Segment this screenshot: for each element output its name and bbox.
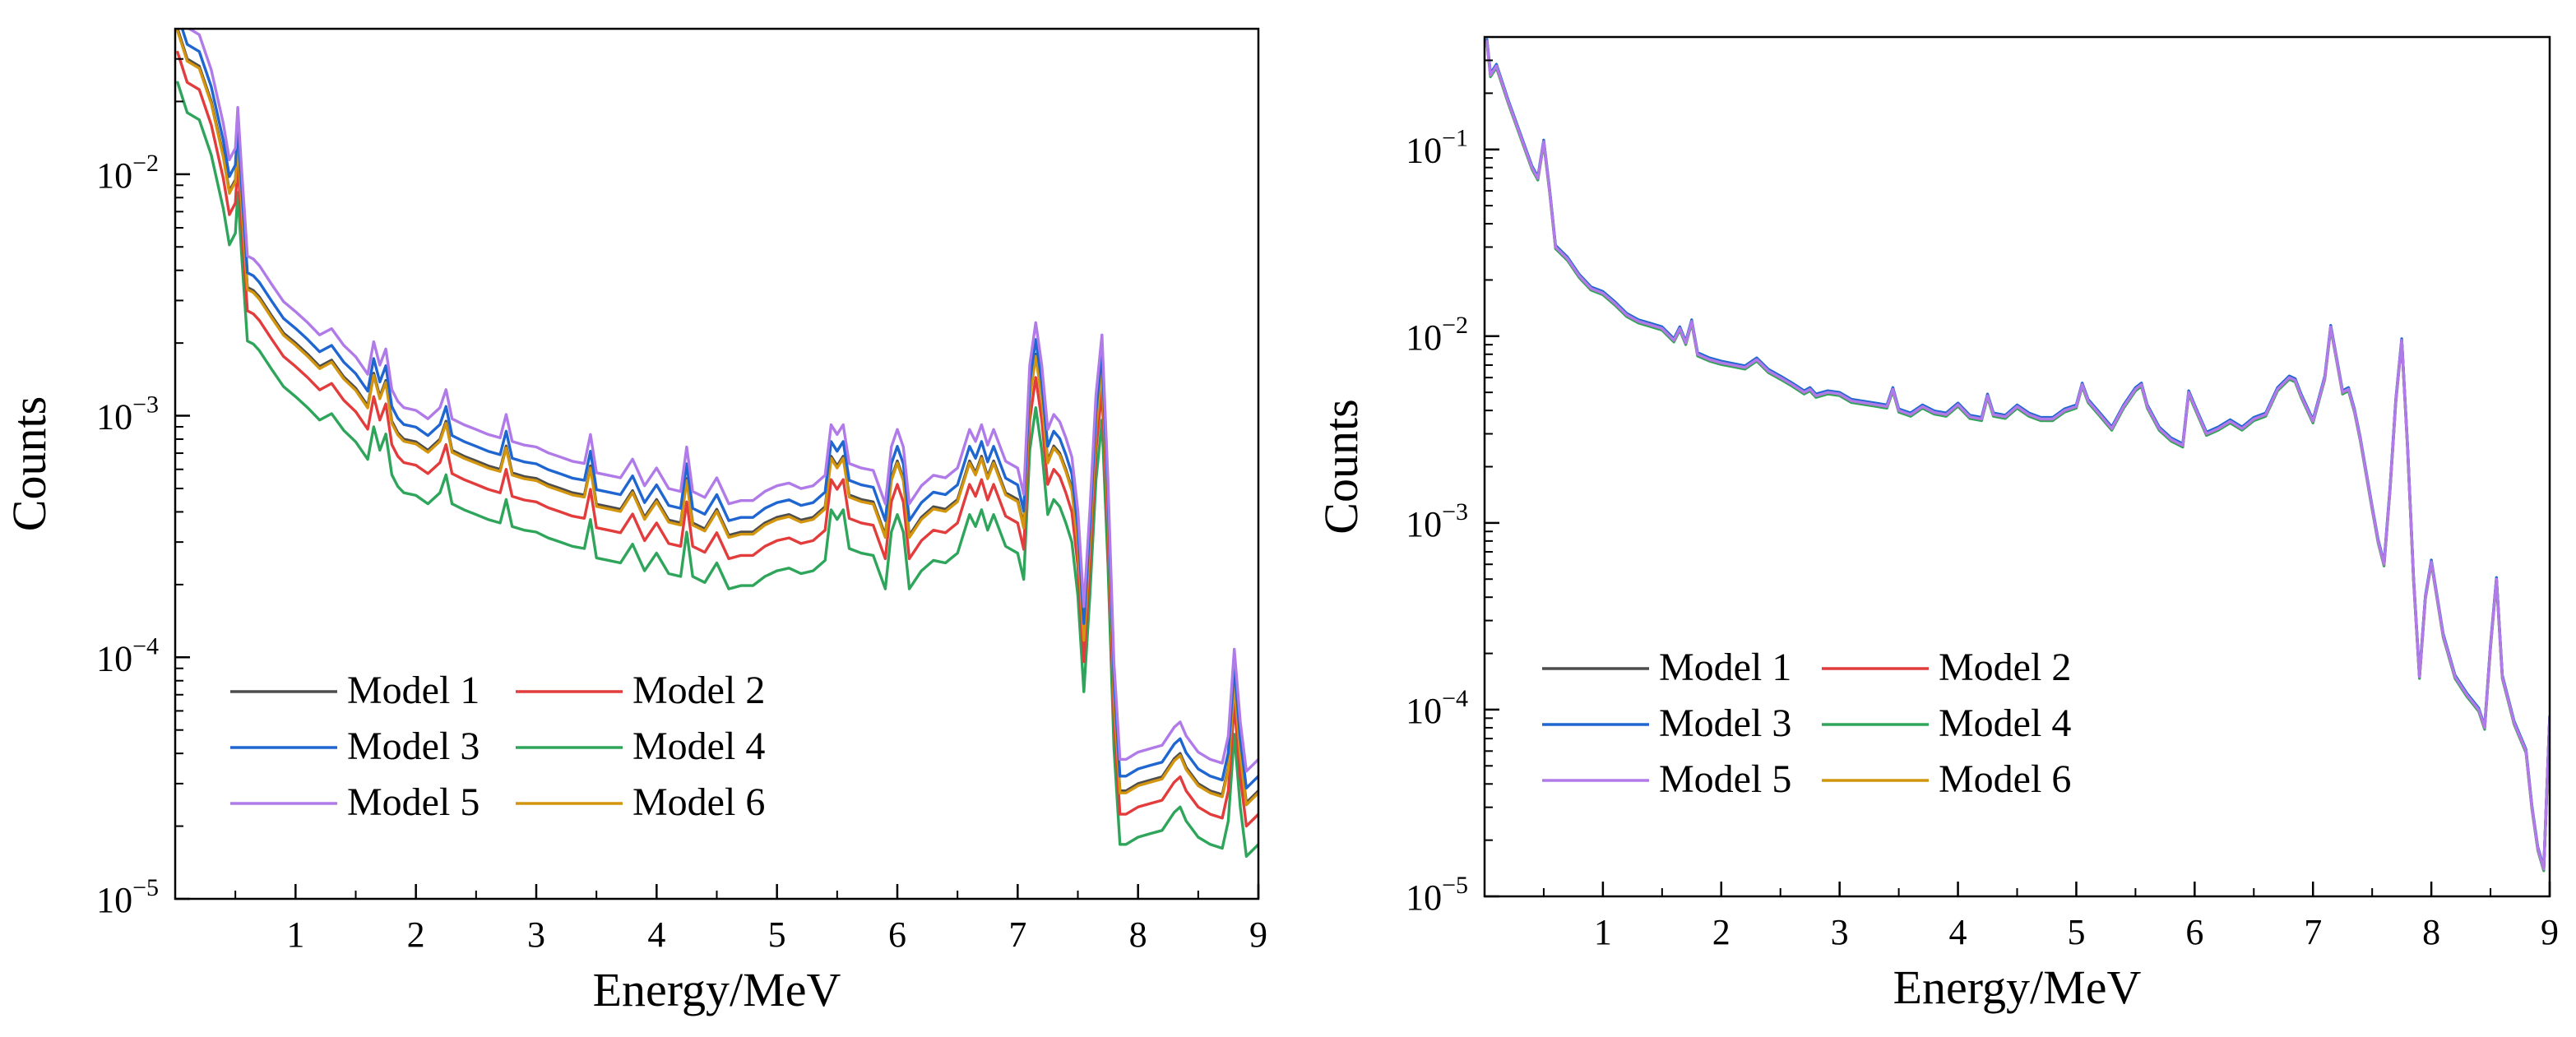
y-tick-label: 10−2 bbox=[96, 150, 159, 196]
x-tick-label: 5 bbox=[768, 914, 786, 955]
x-tick-label: 6 bbox=[888, 914, 906, 955]
x-tick-label: 1 bbox=[1594, 912, 1612, 952]
y-axis-title: Counts bbox=[1314, 399, 1368, 534]
series-lines bbox=[176, 29, 1258, 858]
series-line-model-4 bbox=[1485, 41, 2550, 873]
legend-label: Model 3 bbox=[1659, 701, 1791, 745]
series-line-model-4 bbox=[176, 81, 1258, 858]
right-chart-panel: 1 2 3 4 5 6 7 8 9 10−5 10−4 10−3 10−2 10−1 Energy/MeV C… bbox=[1314, 35, 2559, 1014]
x-tick-label: 8 bbox=[1129, 914, 1147, 955]
legend-label: Model 6 bbox=[1939, 757, 2071, 801]
x-tick-label: 7 bbox=[1008, 914, 1026, 955]
legend-label: Model 4 bbox=[1939, 701, 2071, 745]
x-tick-label: 4 bbox=[1949, 912, 1967, 952]
left-chart-panel: 1 2 3 4 5 6 7 8 9 10−5 10−4 10−3 10−2 Energy/MeV Count… bbox=[2, 27, 1267, 1016]
legend-label: Model 1 bbox=[1659, 646, 1791, 689]
legend: Model 1 Model 2 Model 3 Model 4 Model 5 Model… bbox=[230, 669, 765, 824]
x-tick-label: 2 bbox=[1712, 912, 1730, 952]
y-tick-label: 10−3 bbox=[1406, 498, 1468, 544]
x-axis-title: Energy/MeV bbox=[593, 963, 841, 1016]
legend-label: Model 1 bbox=[347, 669, 480, 712]
x-tick-label: 4 bbox=[647, 914, 665, 955]
series-lines bbox=[1485, 38, 2550, 873]
y-axis-title: Counts bbox=[2, 396, 56, 531]
x-tick-label: 2 bbox=[407, 914, 425, 955]
y-tick-label: 10−5 bbox=[1406, 872, 1468, 918]
y-tick-label: 10−2 bbox=[1406, 312, 1468, 358]
legend-label: Model 4 bbox=[632, 725, 765, 768]
x-tick-label: 5 bbox=[2067, 912, 2085, 952]
x-axis-title: Energy/MeV bbox=[1893, 961, 2142, 1014]
x-tick-label: 3 bbox=[1831, 912, 1849, 952]
y-tick-label: 10−4 bbox=[1406, 685, 1468, 731]
x-tick-label: 9 bbox=[1249, 914, 1267, 955]
legend-label: Model 5 bbox=[1659, 757, 1791, 801]
y-tick-label: 10−3 bbox=[96, 391, 159, 437]
y-tick-label: 10−4 bbox=[96, 632, 159, 678]
series-line-model-5 bbox=[186, 29, 1258, 773]
legend-label: Model 2 bbox=[632, 669, 765, 712]
series-line-model-5 bbox=[1485, 39, 2550, 871]
legend-label: Model 6 bbox=[632, 780, 765, 824]
x-tick-label: 8 bbox=[2422, 912, 2440, 952]
y-tick-label: 10−1 bbox=[1406, 125, 1468, 171]
legend-label: Model 3 bbox=[347, 725, 480, 768]
legend: Model 1 Model 2 Model 3 Model 4 Model 5 Model… bbox=[1542, 646, 2071, 801]
y-tick-label: 10−5 bbox=[96, 874, 159, 920]
x-tick-label: 6 bbox=[2185, 912, 2203, 952]
x-tick-label: 7 bbox=[2304, 912, 2322, 952]
legend-label: Model 2 bbox=[1939, 646, 2071, 689]
x-tick-label: 1 bbox=[286, 914, 304, 955]
x-tick-label: 3 bbox=[527, 914, 545, 955]
legend-label: Model 5 bbox=[347, 780, 480, 824]
x-tick-label: 9 bbox=[2541, 912, 2559, 952]
